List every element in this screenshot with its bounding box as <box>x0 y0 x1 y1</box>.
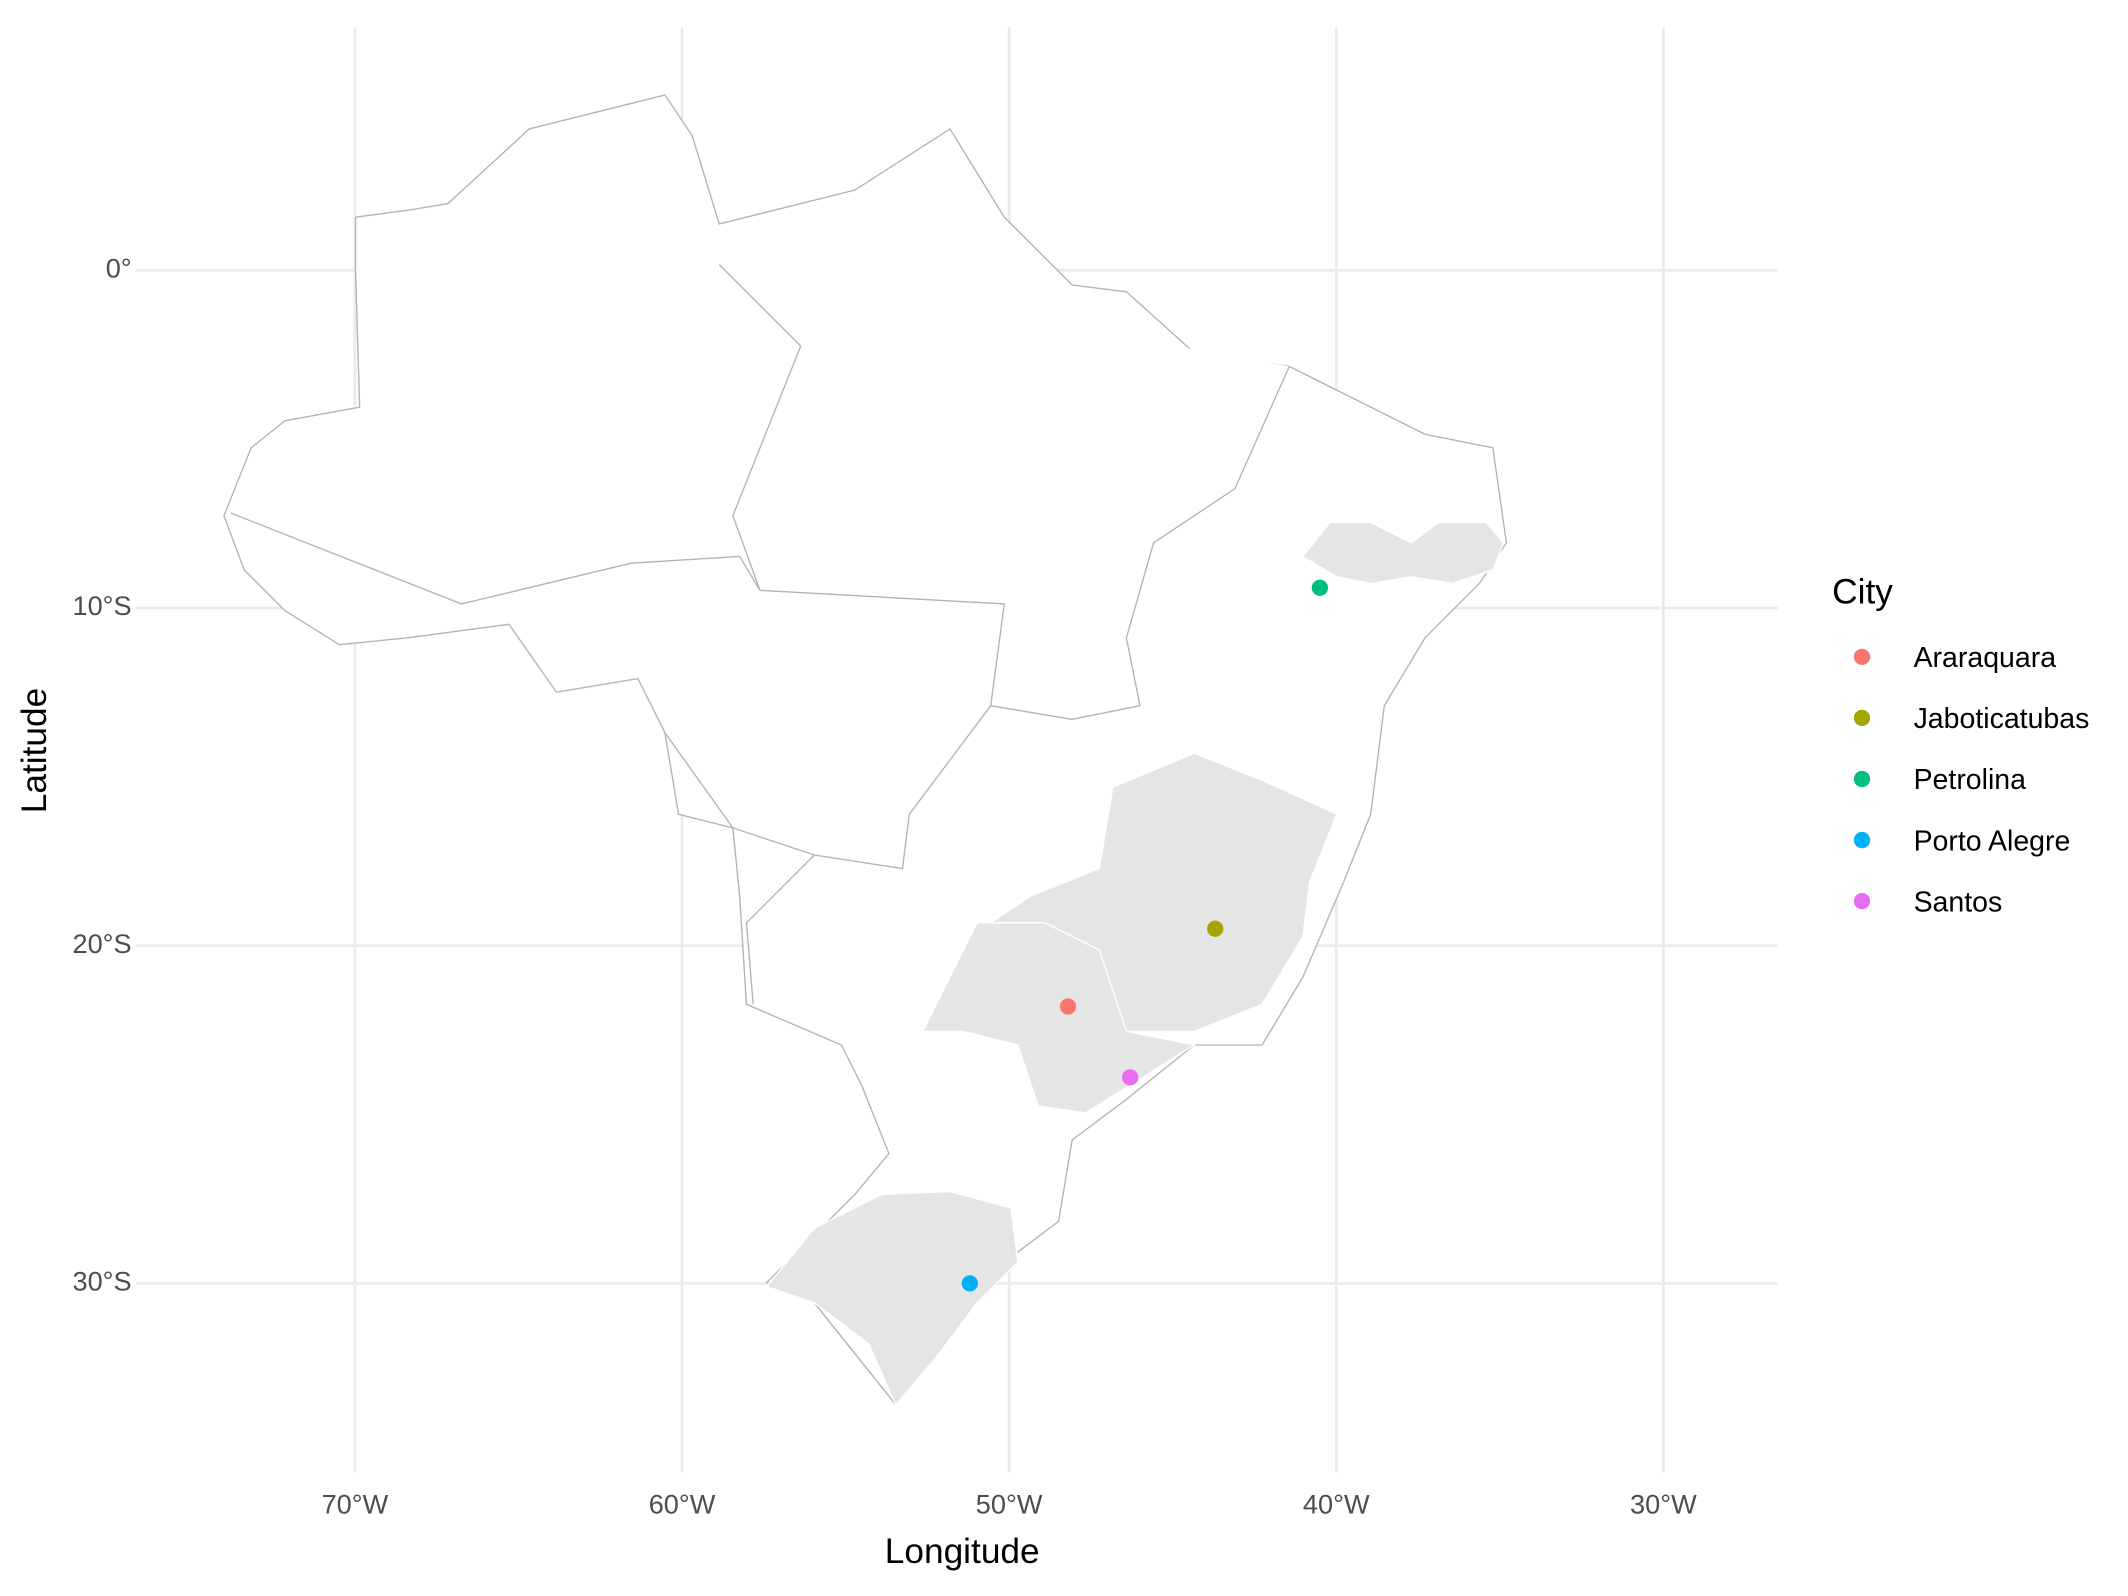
y-tick-label: 30°S <box>73 1266 132 1297</box>
y-tick-label: 0° <box>106 252 132 283</box>
legend-label: Petrolina <box>1914 764 2027 796</box>
x-tick-label: 30°W <box>1630 1489 1697 1520</box>
x-tick-label: 60°W <box>649 1489 716 1520</box>
state-border <box>664 705 992 870</box>
legend-label: Porto Alegre <box>1914 825 2071 857</box>
point <box>961 1275 979 1292</box>
x-tick-label: 70°W <box>322 1489 389 1520</box>
point <box>1207 920 1224 937</box>
y-tick-label: 20°S <box>73 928 132 959</box>
legend-key <box>1853 893 1871 910</box>
map <box>223 94 1508 1406</box>
state-border <box>718 264 1290 720</box>
legend-key <box>1853 831 1871 849</box>
state-border <box>230 512 761 605</box>
point <box>1059 998 1077 1015</box>
pernambuco <box>1301 521 1505 585</box>
y-axis-title: Latitude <box>15 688 54 813</box>
rio-grande-do-sul <box>765 1190 1019 1406</box>
state-border <box>745 854 815 1005</box>
legend-key <box>1853 709 1871 727</box>
legend-title: City <box>1832 573 1893 612</box>
legend-label: Santos <box>1914 886 2003 918</box>
sao-paulo <box>921 922 1197 1114</box>
x-tick-label: 50°W <box>976 1489 1043 1520</box>
x-tick-label: 40°W <box>1303 1489 1370 1520</box>
legend: Araraquara Jaboticatubas Petrolina Porto Al… <box>1853 642 2090 918</box>
legend-key <box>1853 648 1871 665</box>
minas-gerais <box>988 752 1338 1033</box>
legend-label: Araraquara <box>1914 642 2057 674</box>
x-axis-title: Longitude <box>885 1532 1040 1571</box>
points <box>961 579 1329 1292</box>
y-tick-label: 10°S <box>73 590 132 621</box>
legend-key <box>1853 770 1871 788</box>
point <box>1122 1069 1139 1086</box>
point <box>1311 579 1329 596</box>
legend-label: Jaboticatubas <box>1914 703 2090 735</box>
